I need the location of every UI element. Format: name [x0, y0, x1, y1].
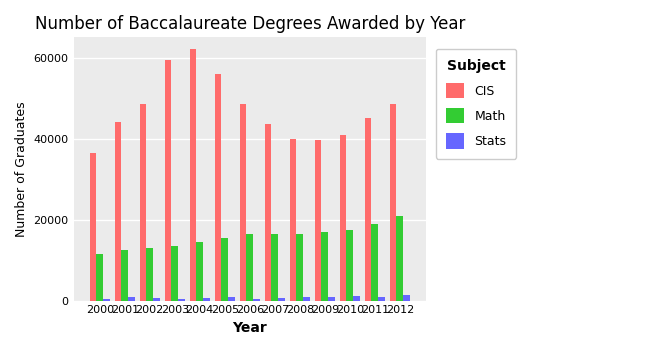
Bar	[365, 118, 371, 301]
Bar	[203, 298, 210, 301]
Bar	[214, 74, 222, 301]
Title: Number of Baccalaureate Degrees Awarded by Year: Number of Baccalaureate Degrees Awarded …	[34, 15, 465, 33]
Bar	[146, 248, 153, 301]
Bar	[321, 232, 328, 301]
Bar	[396, 216, 403, 301]
X-axis label: Year: Year	[233, 321, 267, 335]
Bar	[153, 298, 160, 301]
Bar	[296, 234, 303, 301]
Bar	[371, 224, 378, 301]
Bar	[178, 299, 185, 301]
Bar	[315, 140, 321, 301]
Bar	[90, 153, 96, 301]
Bar	[196, 242, 203, 301]
Bar	[172, 246, 178, 301]
Bar	[222, 238, 228, 301]
Bar	[190, 49, 196, 301]
Y-axis label: Number of Graduates: Number of Graduates	[15, 101, 28, 237]
Bar	[240, 104, 246, 301]
Bar	[164, 60, 172, 301]
Bar	[303, 297, 310, 301]
Bar	[290, 139, 296, 301]
Bar	[353, 296, 360, 301]
Bar	[390, 104, 396, 301]
Bar	[340, 134, 346, 301]
Legend: CIS, Math, Stats: CIS, Math, Stats	[436, 49, 517, 159]
Bar	[140, 104, 146, 301]
Bar	[103, 299, 110, 301]
Bar	[328, 297, 335, 301]
Bar	[346, 230, 353, 301]
Bar	[278, 298, 285, 301]
Bar	[228, 298, 235, 301]
Bar	[246, 234, 253, 301]
Bar	[253, 299, 260, 301]
Bar	[378, 297, 385, 301]
Bar	[272, 234, 278, 301]
Bar	[403, 295, 410, 301]
Bar	[265, 124, 272, 301]
Bar	[96, 254, 103, 301]
Bar	[122, 250, 128, 301]
Bar	[128, 298, 135, 301]
Bar	[114, 122, 122, 301]
